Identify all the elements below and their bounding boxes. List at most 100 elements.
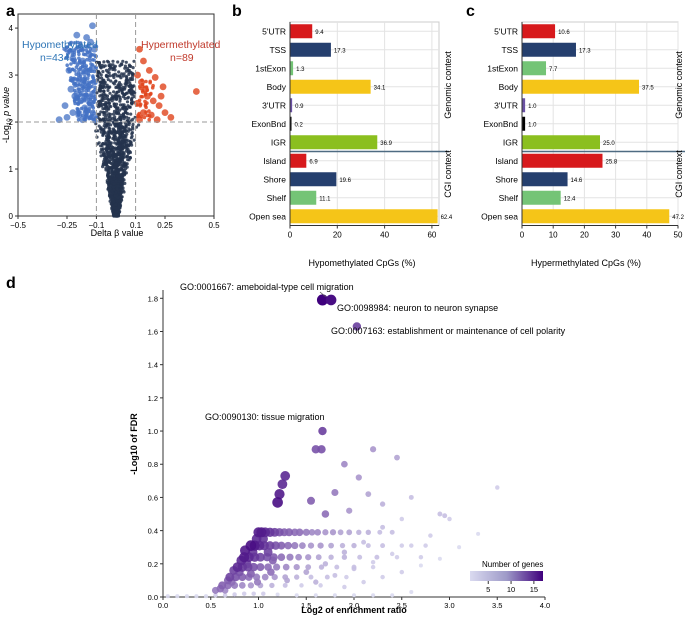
enrichment-point	[379, 501, 386, 507]
background-point	[124, 107, 128, 111]
background-point	[108, 127, 112, 131]
enrichment-point	[194, 594, 199, 599]
hypermethylated-point	[145, 101, 149, 105]
hypomethylated-highlight-point	[75, 76, 83, 84]
hypomethylated-point	[64, 56, 68, 60]
background-point	[98, 112, 102, 117]
hypomethylated-highlight-point	[77, 97, 85, 105]
background-point	[104, 152, 108, 156]
background-point	[104, 131, 108, 135]
enrichment-point	[256, 527, 267, 538]
background-point	[109, 189, 114, 193]
background-point	[132, 138, 136, 142]
hypermethylated-highlight-point	[192, 88, 200, 95]
background-point	[117, 152, 121, 156]
hypomethylated-point	[86, 80, 91, 84]
background-point	[107, 60, 111, 64]
background-point	[99, 73, 103, 77]
background-point	[101, 86, 105, 90]
hypomethylated-point	[72, 41, 77, 45]
bar-category-label: TSS	[501, 45, 518, 55]
background-point	[106, 70, 110, 74]
background-point	[120, 182, 124, 186]
background-point	[120, 91, 124, 95]
background-point	[107, 86, 111, 90]
bar	[522, 190, 561, 205]
bar-category-label: ExonBnd	[252, 119, 287, 129]
background-point	[101, 78, 105, 82]
background-point	[102, 89, 106, 94]
bar-x-tick-label: 10	[549, 231, 558, 240]
enrichment-point	[295, 528, 304, 537]
enrichment-point	[238, 582, 246, 589]
enrichment-point	[213, 593, 218, 598]
enrichment-point	[302, 528, 310, 536]
hypomethylated-point	[69, 76, 73, 80]
bar-value-label: 7.7	[549, 67, 558, 73]
bar-value-label: 14.6	[571, 178, 583, 184]
background-point	[109, 131, 113, 135]
bar-x-tick-label: 60	[427, 231, 436, 240]
volcano-y-tick-label: 2	[9, 118, 14, 127]
background-point	[107, 112, 111, 116]
go-label-ameboidal-migration: GO:0001667: ameboidal-type cell migratio…	[180, 282, 354, 292]
enrichment-point	[328, 542, 334, 549]
enrichment-point	[399, 569, 405, 575]
enrichment-point	[318, 564, 325, 570]
hypermethylated-highlight-point	[161, 109, 169, 117]
enrichment-point	[280, 471, 291, 481]
background-point	[121, 141, 125, 145]
background-point	[101, 95, 105, 99]
enrichment-point	[307, 542, 315, 549]
background-point	[129, 91, 133, 95]
background-point	[114, 137, 118, 141]
enrichment-point	[357, 554, 363, 560]
background-point	[98, 117, 102, 121]
background-point	[100, 93, 104, 97]
bar	[290, 24, 313, 39]
enrichment-point	[341, 549, 348, 555]
background-point	[120, 173, 124, 177]
background-point	[99, 147, 103, 151]
volcano-y-tick-label: 3	[9, 71, 14, 80]
hypomethylated-point	[84, 44, 88, 49]
bar-value-label: 12.4	[564, 196, 576, 202]
background-point	[97, 141, 101, 145]
background-point	[131, 85, 135, 89]
go-label-tissue-migration: GO:0090130: tissue migration	[205, 412, 325, 422]
enrichment-point	[203, 594, 209, 599]
hypomethylated-point	[70, 79, 75, 83]
hypomethylated-highlight-point	[79, 57, 87, 65]
bar-x-tick-label: 40	[642, 231, 651, 240]
enrichment-point	[269, 582, 275, 589]
enrichment-point	[294, 593, 299, 598]
hypomethylated-highlight-point	[79, 116, 87, 124]
hypermethylated-highlight-point	[167, 113, 175, 121]
background-point	[127, 84, 131, 88]
background-point	[113, 115, 117, 119]
enrichment-point	[370, 564, 376, 570]
hypomethylated-point	[75, 107, 80, 111]
labeled-go-term-point	[352, 322, 362, 331]
volcano-y-tick-label: 0	[9, 212, 14, 221]
background-point	[109, 184, 113, 188]
hypomethylated-point	[69, 48, 74, 53]
background-point	[105, 180, 109, 184]
background-point	[126, 96, 130, 100]
background-point	[121, 189, 125, 193]
enrichment-point	[313, 579, 319, 585]
background-point	[119, 191, 123, 195]
hypomethylated-point	[91, 109, 96, 114]
enrichment-point	[365, 491, 372, 497]
background-point	[119, 150, 124, 154]
enrichment-point	[308, 574, 314, 580]
enrichment-point	[225, 572, 235, 582]
hypomethylated-highlight-point	[89, 64, 96, 72]
background-point	[127, 72, 131, 76]
background-point	[119, 122, 123, 126]
enrichment-point	[272, 497, 283, 508]
hypermethylated-highlight-point	[149, 97, 157, 105]
background-point	[116, 130, 120, 134]
enrichment-point	[374, 554, 380, 560]
go-enrichment-scatter: 0.0 0.5 1.0 1.5 2.0 2.5 3.0 3.5 4.0 0.0 0.2 0.4 0.6…	[129, 282, 566, 615]
